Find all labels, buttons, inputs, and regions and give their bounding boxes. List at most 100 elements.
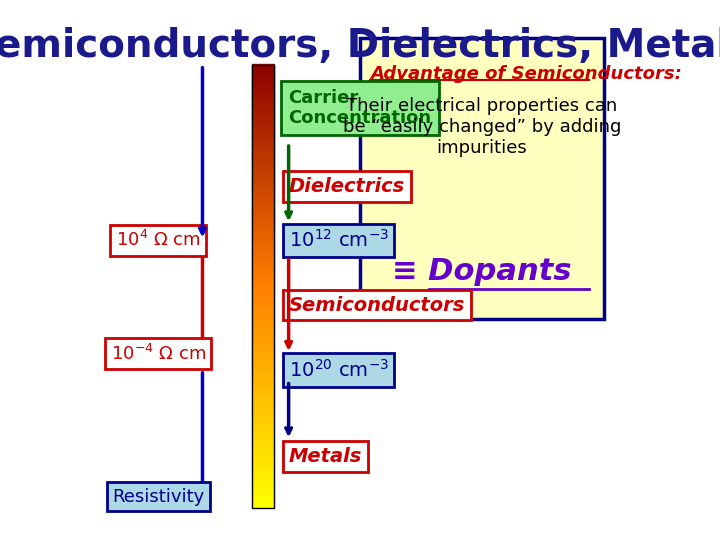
Bar (252, 336, 274, 339)
Bar (252, 111, 274, 113)
Bar (252, 383, 274, 386)
Bar (252, 253, 274, 255)
Bar (252, 177, 274, 180)
Bar (252, 284, 274, 286)
Bar (252, 230, 274, 233)
Bar (252, 288, 274, 291)
Bar (252, 270, 274, 273)
Bar (252, 228, 274, 231)
FancyBboxPatch shape (360, 38, 603, 319)
Bar (252, 226, 274, 228)
Bar (252, 321, 274, 324)
Bar (252, 233, 274, 235)
Bar (252, 471, 274, 475)
Text: ≡ Dopants: ≡ Dopants (392, 257, 572, 286)
Bar (252, 491, 274, 494)
Bar (252, 146, 274, 149)
Bar (252, 496, 274, 499)
Bar (252, 91, 274, 93)
Bar (252, 155, 274, 158)
Bar (252, 246, 274, 248)
Bar (252, 328, 274, 330)
Bar (252, 487, 274, 490)
Bar (252, 193, 274, 195)
Bar (252, 423, 274, 426)
Bar (252, 303, 274, 306)
Bar (252, 66, 274, 69)
Bar (252, 224, 274, 226)
Bar (252, 394, 274, 397)
Bar (252, 330, 274, 333)
Bar (252, 481, 274, 483)
Bar (252, 332, 274, 335)
Bar (252, 144, 274, 147)
Bar (252, 208, 274, 211)
Bar (252, 215, 274, 218)
Bar (252, 366, 274, 368)
Bar (252, 386, 274, 388)
Text: Resistivity: Resistivity (112, 488, 204, 506)
Bar (252, 217, 274, 220)
Bar (252, 501, 274, 503)
Bar (252, 449, 274, 453)
Bar (252, 432, 274, 435)
Bar (252, 290, 274, 293)
Bar (252, 370, 274, 373)
Bar (252, 244, 274, 246)
Bar (252, 221, 274, 224)
Bar (252, 299, 274, 302)
Text: 10$^{-4}$ $\Omega$ cm: 10$^{-4}$ $\Omega$ cm (111, 343, 206, 364)
Bar (252, 97, 274, 100)
Bar (252, 184, 274, 187)
Bar (252, 456, 274, 459)
Bar (252, 122, 274, 125)
Bar (252, 306, 274, 308)
Bar (252, 316, 274, 320)
Bar (252, 376, 274, 379)
Bar (252, 390, 274, 393)
Bar (252, 259, 274, 262)
Bar (252, 372, 274, 375)
Text: Advantage of Semiconductors:: Advantage of Semiconductors: (370, 65, 682, 83)
Bar (252, 348, 274, 350)
Bar (252, 255, 274, 258)
Bar (252, 120, 274, 123)
Bar (252, 388, 274, 390)
Bar (252, 319, 274, 322)
Bar (252, 418, 274, 421)
Bar (252, 346, 274, 348)
Text: Semiconductors: Semiconductors (289, 295, 465, 315)
Bar (252, 485, 274, 488)
Bar (252, 447, 274, 450)
Bar (252, 476, 274, 479)
Bar (252, 350, 274, 353)
Bar (252, 80, 274, 83)
Bar (252, 78, 274, 80)
Bar (252, 135, 274, 138)
Bar (252, 206, 274, 209)
Bar (252, 312, 274, 315)
Bar (252, 161, 274, 164)
Bar (252, 294, 274, 297)
Bar (252, 498, 274, 501)
Bar (252, 248, 274, 251)
Bar (252, 281, 274, 284)
Bar (252, 274, 274, 278)
Bar (252, 405, 274, 408)
Text: Their electrical properties can
be “easily changed” by adding
impurities: Their electrical properties can be “easi… (343, 97, 621, 157)
Bar (252, 126, 274, 129)
Bar (252, 237, 274, 240)
Bar (252, 478, 274, 481)
Bar (252, 148, 274, 151)
Bar (252, 352, 274, 355)
Bar (252, 323, 274, 326)
Bar (252, 403, 274, 406)
Bar (252, 104, 274, 107)
Bar (252, 341, 274, 344)
Bar (252, 100, 274, 103)
Bar (252, 401, 274, 403)
Bar (252, 197, 274, 200)
Bar (252, 133, 274, 136)
Bar (252, 483, 274, 485)
Bar (252, 264, 274, 266)
